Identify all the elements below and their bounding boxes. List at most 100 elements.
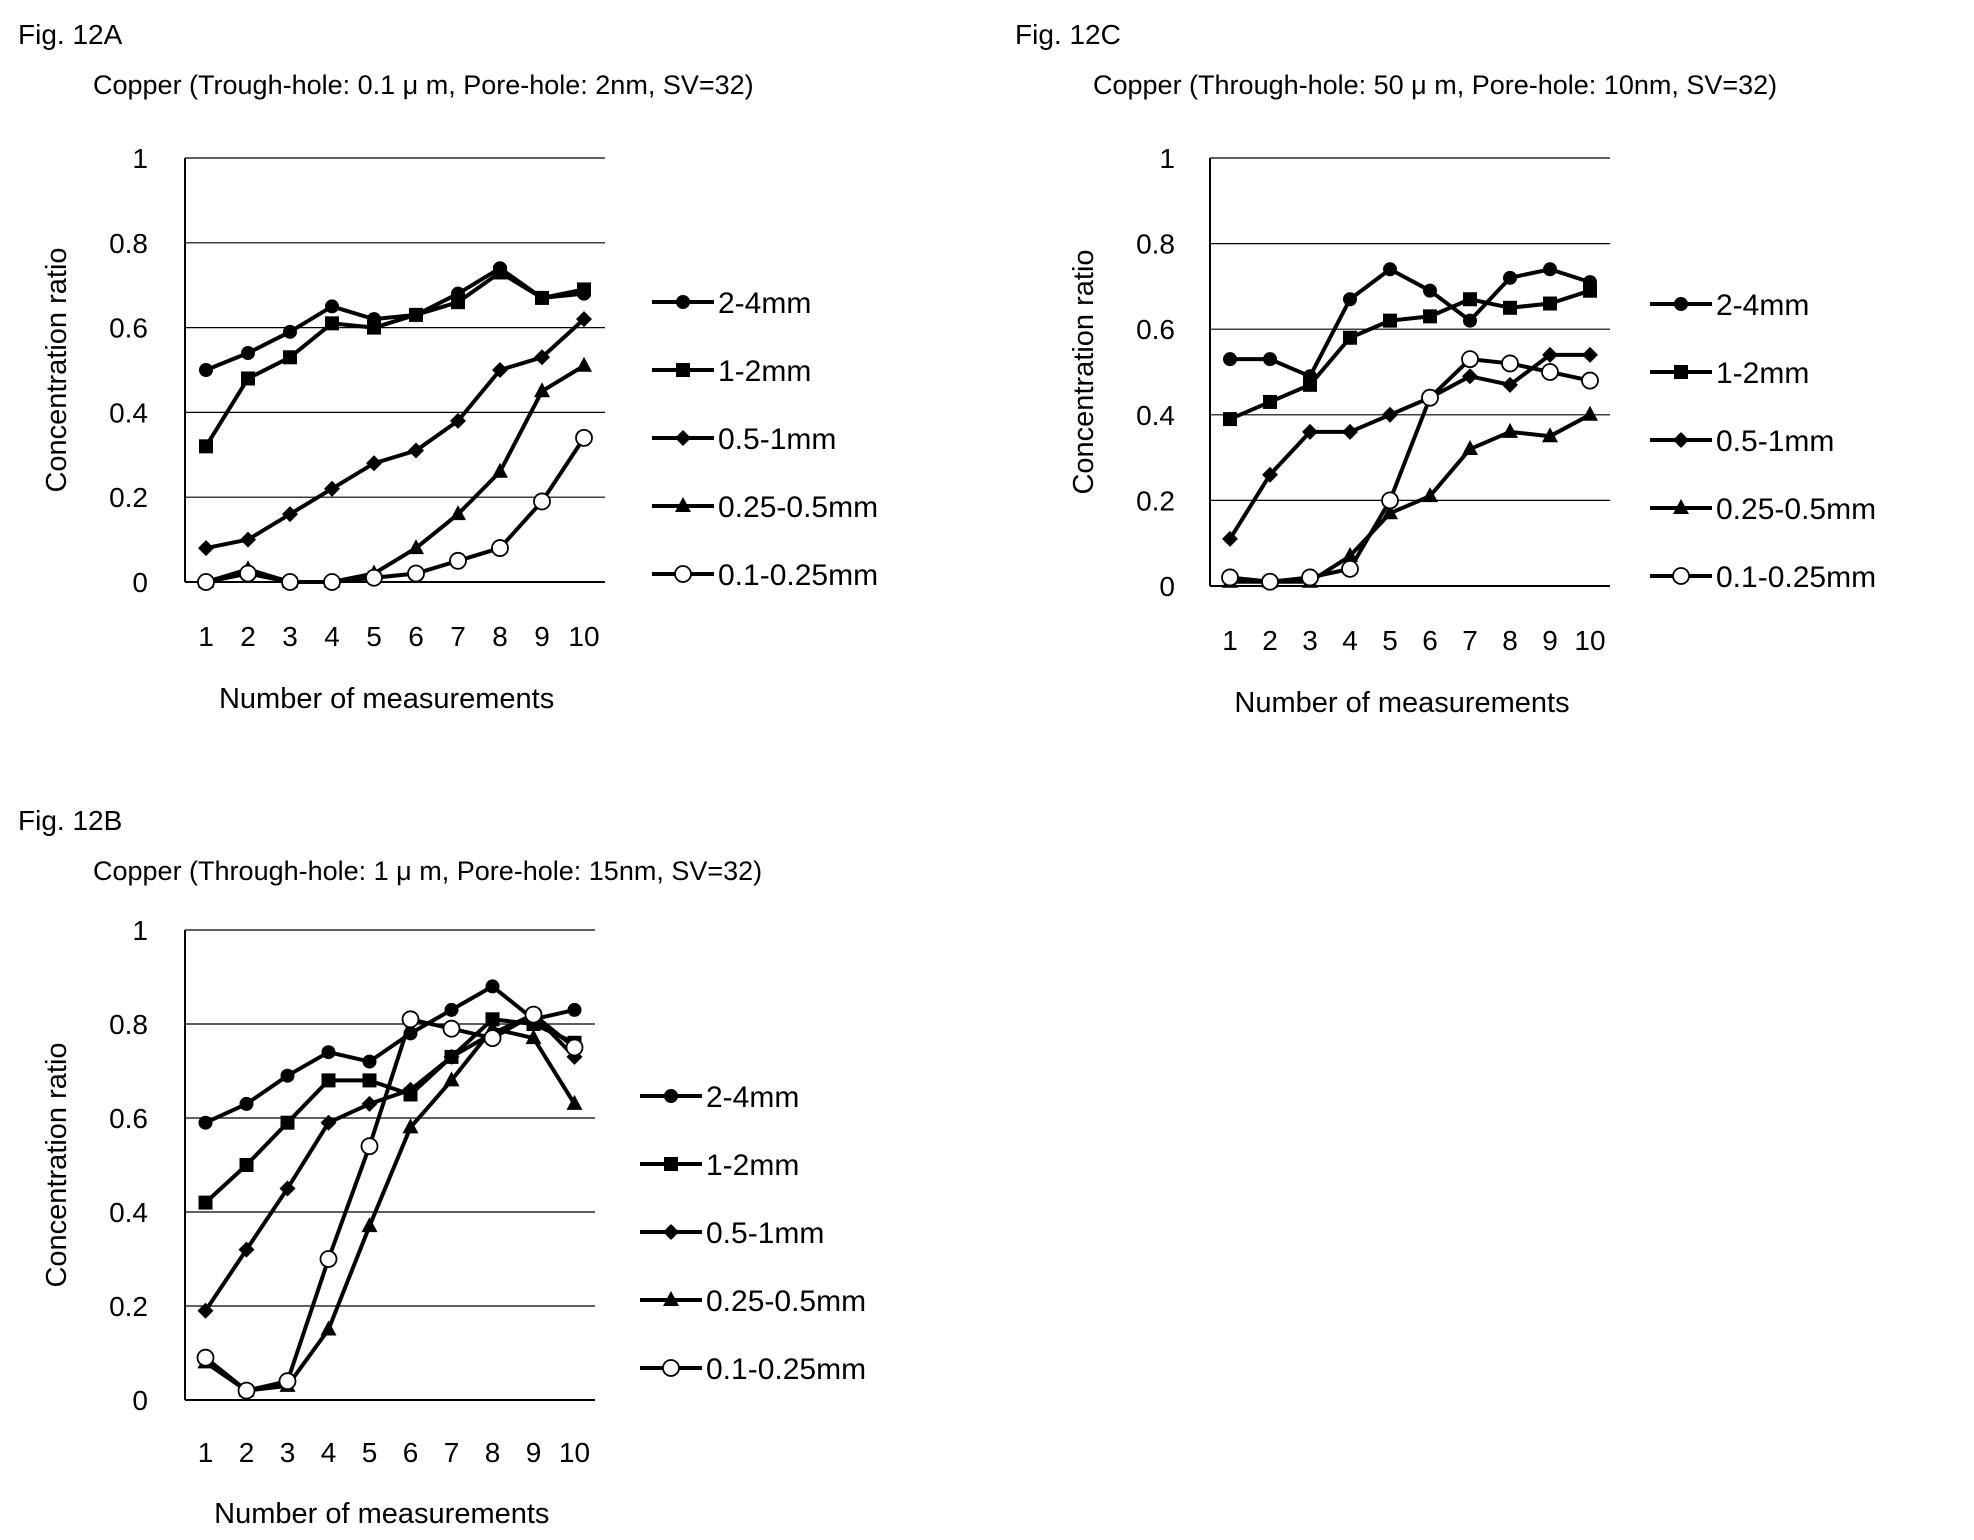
y-tick-label: 0.4 [109,397,148,428]
legend-marker [676,363,690,377]
data-point [1581,371,1599,390]
data-point [408,442,424,459]
data-point [1223,352,1237,367]
data-point [1382,504,1398,520]
x-tick-label: 2 [1262,625,1278,656]
series-line [1230,267,1591,379]
y-tick-label: 0.2 [109,1291,148,1322]
legend-entry: 2-4mm [1650,289,1809,322]
data-point [483,1029,502,1047]
series-1-2mm [199,265,591,454]
legend-entry: 1-2mm [640,1149,799,1182]
series-line [205,436,586,584]
data-point [1263,352,1277,367]
legend-label: 2-4mm [706,1081,799,1114]
legend-label: 1-2mm [706,1149,799,1182]
data-point [1421,388,1439,407]
data-point [534,382,550,398]
data-point [567,1002,582,1017]
x-tick-label: 4 [324,621,340,652]
legend-entry: 0.25-0.5mm [652,491,878,524]
chart-2: Fig. 12C Copper (Through-hole: 50 μ m, Po… [1015,19,1876,719]
series-line [203,1012,576,1312]
data-point [491,539,509,557]
series-line [205,317,586,551]
chart-title: Copper (Trough-hole: 0.1 μ m, Pore-hole:… [93,70,754,100]
series-line [1228,352,1590,540]
data-point [1423,309,1437,324]
chart-title: Copper (Through-hole: 1 μ m, Pore-hole: … [93,856,762,886]
data-point [362,1073,377,1088]
x-tick-label: 2 [240,621,256,652]
legend-entry: 0.1-0.25mm [652,559,878,592]
legend-marker [664,1157,678,1171]
data-point [525,1029,542,1045]
data-point [1502,376,1518,393]
x-tick-label: 8 [485,1437,501,1468]
legend-label: 0.1-0.25mm [1716,561,1876,594]
data-point [366,455,382,472]
data-point [566,1094,583,1110]
data-point [320,1114,337,1131]
data-point [1461,350,1479,369]
data-point [408,539,424,555]
data-point [1583,283,1597,298]
data-point [361,1095,378,1112]
series-0.1-0.25mm [197,428,593,591]
data-point [199,363,213,377]
data-point [1343,292,1357,307]
y-tick-label: 1 [132,915,148,946]
data-point [1301,568,1319,587]
x-tick-label: 3 [1302,625,1318,656]
data-point [535,290,549,305]
x-tick-label: 10 [1574,625,1605,656]
data-point [1343,330,1357,345]
data-point [407,564,425,583]
legend-marker [664,1089,678,1103]
x-tick-label: 4 [1342,625,1358,656]
x-tick-label: 6 [408,621,424,652]
y-axis-title: Concentration ratio [1068,249,1100,494]
x-tick-label: 3 [280,1437,296,1468]
legend-entry: 0.5-1mm [640,1217,824,1250]
legend-label: 0.25-0.5mm [718,491,878,524]
series-line [204,1026,577,1393]
data-point [365,568,383,587]
data-point [492,362,508,378]
data-point [360,1137,379,1156]
y-tick-label: 0.8 [109,228,148,259]
legend-label: 2-4mm [1716,289,1809,322]
legend-marker [1673,499,1689,514]
x-tick-label: 5 [366,621,382,652]
series-0.25-0.5mm [198,356,592,588]
x-tick-label: 9 [526,1437,542,1468]
x-axis-title: Number of measurements [214,1498,549,1530]
data-point [577,282,591,297]
data-point [198,1115,213,1130]
legend-entry: 1-2mm [1650,357,1809,390]
data-point [239,1158,254,1172]
data-point [565,1038,584,1057]
series-0.5-1mm [1222,346,1598,547]
y-tick-label: 1 [132,143,148,174]
y-axis-title: Concentration ratio [41,1042,73,1287]
y-tick-label: 0 [132,1385,148,1416]
legend-label: 0.25-0.5mm [706,1285,866,1318]
legend-marker [1672,567,1690,585]
data-point [1383,262,1397,277]
series-2-4mm [198,979,582,1130]
data-point [320,1320,337,1336]
data-point [1263,394,1277,409]
data-point [282,506,298,523]
data-point [1542,427,1558,443]
y-tick-label: 0.6 [109,313,148,344]
legend-marker [675,497,691,512]
data-point [1502,422,1518,438]
y-tick-label: 0.4 [1136,400,1175,431]
series-line [205,364,586,584]
data-point [239,1096,254,1111]
series-1-2mm [1223,283,1597,427]
data-point [196,1348,215,1367]
data-point [198,540,214,557]
x-tick-label: 9 [534,621,550,652]
